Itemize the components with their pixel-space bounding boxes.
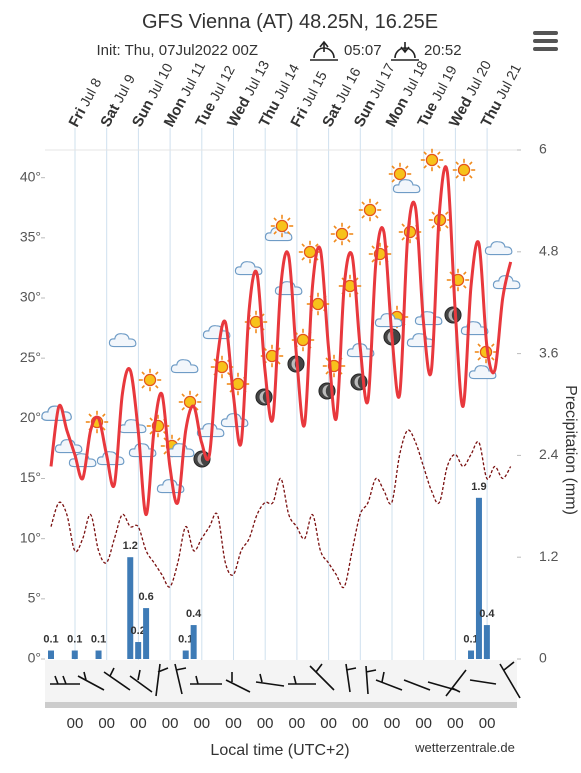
x-axis-label: Local time (UTC+2): [210, 742, 349, 759]
precip-label: 0.6: [138, 591, 153, 603]
sunrise: 05:07: [344, 42, 382, 59]
date: Jul 11: [177, 59, 208, 99]
sunrise-icon: [310, 40, 338, 61]
precip-bar: [71, 650, 78, 659]
date: Jul 18: [399, 58, 431, 99]
precip-bar: [182, 650, 189, 659]
precip-bar: [190, 625, 197, 659]
precip-label: 0.2: [131, 625, 146, 637]
hour-label: 00: [162, 715, 179, 732]
weekday: Sun: [351, 97, 379, 130]
weekday: Thu: [478, 98, 506, 130]
hour-label: 00: [67, 715, 84, 732]
y-tick-label: 5°: [28, 590, 41, 606]
precip-label: 0.4: [479, 608, 495, 620]
date: Jul 15: [298, 68, 330, 109]
y2-tick-label: 2.4: [539, 446, 559, 462]
init: Init: Thu, 07Jul2022 00Z: [97, 42, 259, 59]
date: Jul 21: [492, 61, 524, 102]
y2-axis-label: Precipitation (mm): [562, 385, 579, 515]
hour-label: 00: [447, 715, 464, 732]
line-series: [50, 429, 512, 589]
weekday: Thu: [256, 98, 284, 130]
date: Jul 10: [144, 60, 176, 101]
hour-label: 00: [352, 715, 369, 732]
precip-bar: [135, 642, 142, 659]
precip-label: 0.1: [178, 634, 193, 646]
y-tick-label: 40°: [20, 168, 41, 184]
weekday: Tue: [414, 99, 441, 130]
weekday: Sun: [129, 97, 157, 130]
plot: 0.1 0.1 0.1 1.2 0.2 0.6 0.1 0.4 0.1 1.9 0.4: [43, 165, 513, 659]
weekday: Sat: [97, 101, 123, 130]
hour-label: 00: [384, 715, 401, 732]
hour-label: 00: [225, 715, 242, 732]
precip-label: 0.1: [91, 634, 106, 646]
weekday: Sat: [319, 101, 345, 130]
date: Jul 9: [110, 71, 138, 105]
precip-bar: [468, 650, 475, 659]
precip-bar: [95, 650, 102, 659]
wind-row: [45, 660, 521, 708]
date: Jul 8: [76, 75, 104, 109]
date: Jul 20: [463, 57, 495, 98]
precip-label: 0.1: [43, 634, 58, 646]
title: GFS Vienna (AT) 48.25N, 16.25E: [142, 11, 438, 33]
y2-tick-label: 1.2: [539, 548, 559, 564]
weekday: Fri: [287, 105, 311, 130]
y-tick-label: 35°: [20, 229, 41, 245]
precip-label: 0.4: [186, 608, 202, 620]
precip-label: 1.2: [123, 540, 138, 552]
date: Jul 16: [332, 65, 364, 106]
date: Jul 13: [241, 57, 273, 98]
precip-label: 0.1: [67, 634, 82, 646]
date: Jul 19: [428, 63, 460, 104]
hour-label: 00: [289, 715, 306, 732]
precip-bar: [127, 557, 134, 659]
line-series: [49, 165, 513, 517]
y-tick-label: 10°: [20, 529, 41, 545]
hour-label: 00: [193, 715, 210, 732]
precip-bar: [48, 650, 54, 659]
credit: wetterzentrale.de: [414, 740, 515, 755]
y-tick-label: 20°: [20, 409, 41, 425]
y2-tick-label: 6: [539, 141, 547, 157]
weekday: Wed: [224, 94, 254, 130]
date: Jul 17: [366, 60, 398, 101]
sunset-icon: [391, 42, 419, 61]
date: Jul 12: [206, 63, 238, 104]
weekday: Mon: [161, 95, 190, 130]
hour-label: 00: [98, 715, 115, 732]
precip-label: 0.1: [463, 634, 478, 646]
date: Jul 14: [271, 61, 303, 102]
sunset: 20:52: [424, 42, 462, 59]
precip-label: 1.9: [471, 481, 486, 493]
y2-tick-label: 3.6: [539, 344, 559, 360]
hour-label: 00: [320, 715, 337, 732]
menu-button[interactable]: [533, 31, 558, 51]
y-tick-label: 0°: [28, 650, 41, 666]
y2-tick-label: 0: [539, 650, 547, 666]
precip-bar: [483, 625, 490, 659]
hour-label: 00: [257, 715, 274, 732]
hour-label: 00: [130, 715, 147, 732]
hour-label: 00: [479, 715, 496, 732]
hour-label: 00: [415, 715, 432, 732]
y-tick-label: 30°: [20, 289, 41, 305]
weekday: Tue: [192, 99, 219, 130]
y-tick-label: 15°: [20, 469, 41, 485]
precip-bar: [143, 608, 150, 659]
weekday: Fri: [66, 105, 90, 130]
y-tick-label: 25°: [20, 349, 41, 365]
weekday: Wed: [446, 94, 476, 130]
weekday: Mon: [383, 95, 412, 130]
y2-tick-label: 4.8: [539, 243, 559, 259]
precip-bar: [475, 497, 482, 659]
